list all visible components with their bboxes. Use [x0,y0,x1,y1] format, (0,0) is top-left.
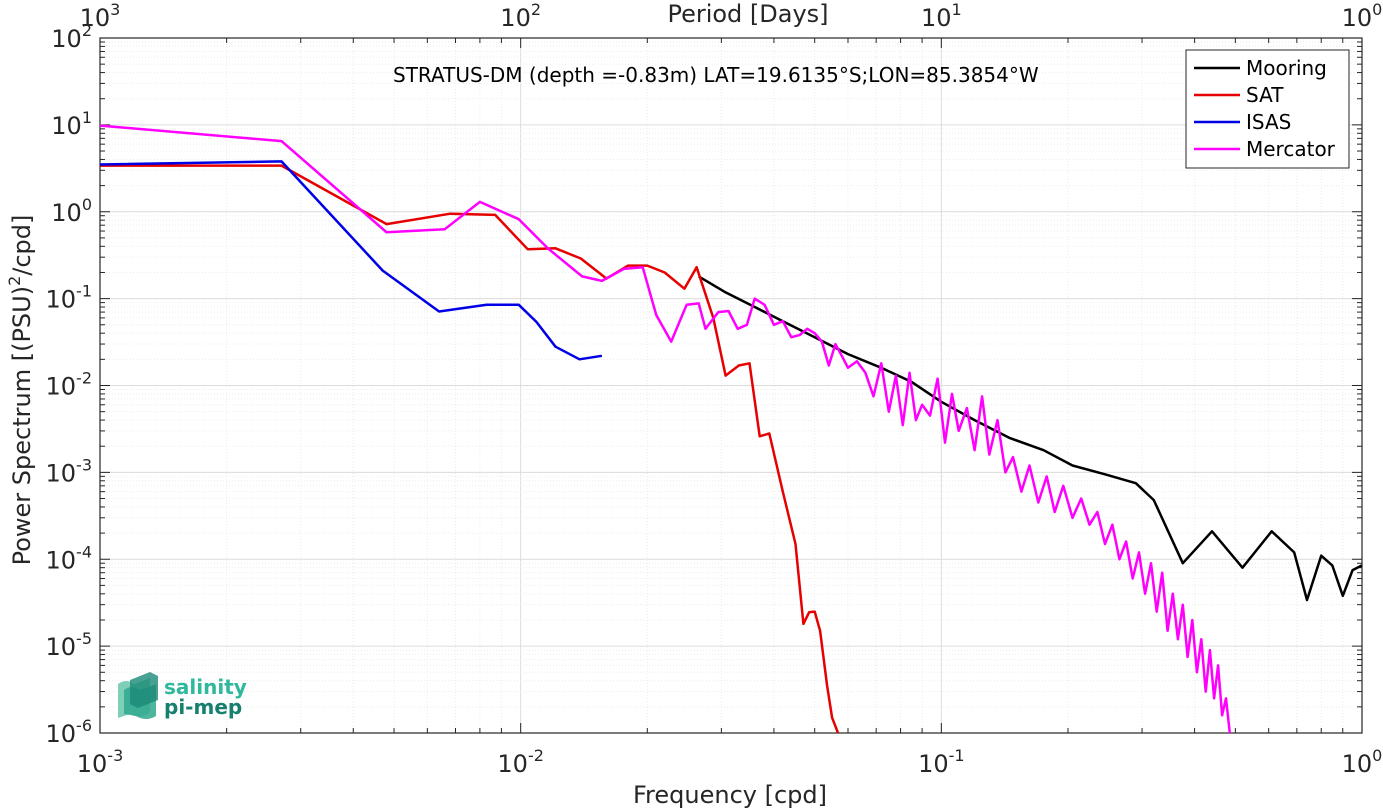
x-top-tick-label: 100 [1342,0,1383,32]
logo-line1: salinity [164,675,247,699]
y-tick-label: 102 [51,21,92,53]
x-top-tick-label: 101 [921,0,962,32]
series-line-sat [100,164,840,733]
series-line-mercator [100,124,1232,733]
y-axis-label: Power Spectrum [(PSU)2/cpd] [5,215,36,566]
x-tick-label: 100 [1342,746,1383,778]
y-tick-label: 10-6 [46,716,93,748]
x-tick-label: 10-2 [497,746,544,778]
logo-line2: pi-mep [164,695,242,719]
legend-label-isas: ISAS [1246,110,1291,134]
y-tick-label: 10-1 [46,282,93,314]
y-axis-label-part1: Power Spectrum [(PSU) [8,286,36,565]
y-tick-label: 10-2 [46,369,93,401]
x-top-tick-label: 103 [80,0,121,32]
x-top-tick-labels: 103 102 101 100 [80,0,1383,32]
y-tick-label: 10-3 [46,455,93,487]
logo-wave-icon-3 [130,672,158,708]
y-axis-label-part2: /cpd] [8,215,36,276]
legend: Mooring SAT ISAS Mercator [1185,49,1350,169]
y-tick-label: 10-4 [46,542,93,574]
x-tick-labels: 10-3 10-2 10-1 100 [77,746,1383,778]
y-tick-label: 100 [51,195,92,227]
grid [99,38,1362,734]
chart-annotation: STRATUS-DM (depth =-0.83m) LAT=19.6135°S… [393,63,1039,87]
x-tick-label: 10-3 [77,746,124,778]
series-line-isas [100,160,603,361]
legend-label-mooring: Mooring [1246,56,1327,80]
x-top-tick-label: 102 [500,0,541,32]
x-axis-label: Frequency [cpd] [633,781,827,809]
y-tick-label: 101 [51,108,92,140]
y-tick-labels: 10-6 10-5 10-4 10-3 10-2 10-1 100 101 102 [46,21,93,748]
series-line-mooring [698,275,1362,602]
legend-label-mercator: Mercator [1246,137,1336,161]
salinity-pi-mep-logo: salinity pi-mep [118,672,247,719]
x-tick-label: 10-1 [918,746,965,778]
y-tick-label: 10-5 [46,629,93,661]
series-layer [100,124,1362,733]
y-axis-label-exp: 2 [5,276,24,286]
legend-label-sat: SAT [1246,83,1284,107]
top-axis-label: Period [Days] [667,0,828,28]
tick-marks [99,38,1362,734]
